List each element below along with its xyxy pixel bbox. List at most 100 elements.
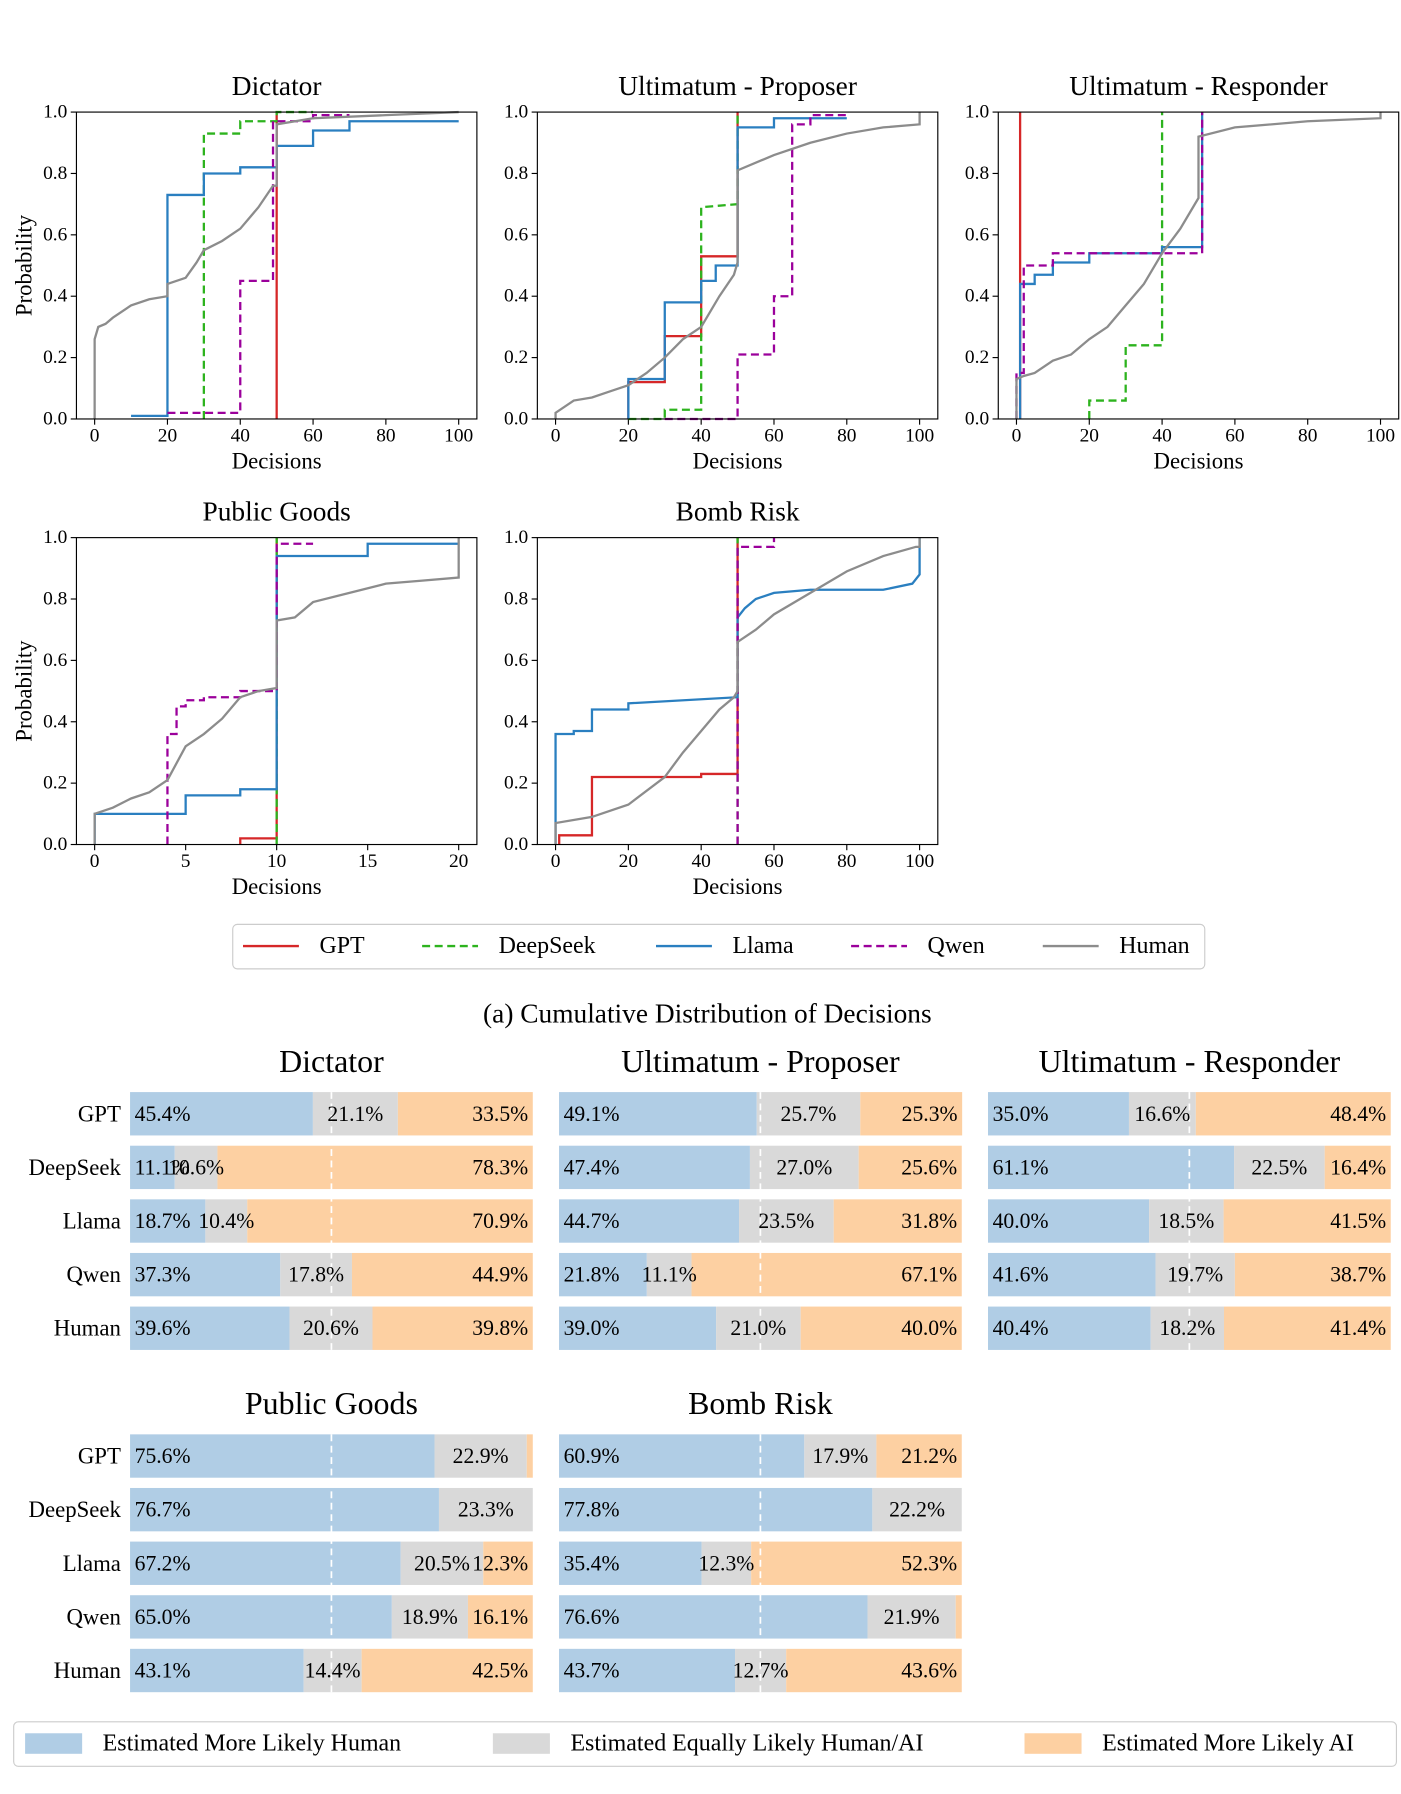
bar-segment [130, 1487, 439, 1532]
value-label: 17.9% [812, 1444, 868, 1468]
plot-frame [75, 537, 478, 846]
value-label: 20.5% [414, 1551, 470, 1575]
y-tick-label: 1.0 [43, 102, 67, 123]
value-label: 76.7% [135, 1498, 191, 1522]
value-label: 16.1% [472, 1605, 528, 1629]
value-label: 61.1% [993, 1155, 1049, 1179]
category-label: GPT [78, 1444, 121, 1469]
value-label: 41.4% [1330, 1316, 1386, 1340]
legend-box [232, 923, 1206, 970]
bar-segment [130, 1306, 290, 1350]
x-tick-label: 60 [303, 426, 322, 447]
legend-patch [492, 1733, 550, 1754]
y-tick-label: 0.0 [504, 408, 528, 429]
bar-segment [559, 1648, 736, 1693]
y-tick-label: 1.0 [43, 527, 67, 548]
value-label: 44.7% [564, 1209, 620, 1233]
bar-segment [559, 1541, 702, 1585]
value-label: 60.9% [564, 1444, 620, 1468]
cdf-line [202, 110, 314, 419]
value-label: 22.2% [889, 1498, 945, 1522]
category-label: Human [54, 1658, 122, 1683]
x-tick-label: 10 [267, 851, 286, 872]
category-label: DeepSeek [29, 1155, 122, 1180]
value-label: 47.4% [564, 1155, 620, 1179]
y-tick-label: 0.4 [965, 286, 990, 307]
value-label: 21.8% [564, 1263, 620, 1287]
x-tick-label: 60 [764, 851, 783, 872]
bar-segment [391, 1595, 468, 1639]
x-tick-label: 0 [1012, 426, 1022, 447]
y-tick-label: 1.0 [504, 102, 528, 123]
value-label: 41.5% [1330, 1209, 1386, 1233]
legend-label: Estimated More Likely AI [1102, 1731, 1354, 1757]
bar-segment [988, 1252, 1156, 1297]
cdf-line [1088, 112, 1164, 419]
x-tick-label: 5 [181, 851, 191, 872]
value-label: 12.3% [472, 1551, 528, 1575]
category-label: Llama [63, 1209, 121, 1234]
value-label: 27.0% [776, 1155, 832, 1179]
y-axis-label: Probability [11, 640, 36, 742]
chart-title: Ultimatum - Proposer [621, 1044, 900, 1079]
chart-title: Ultimatum - Responder [1039, 1044, 1341, 1079]
value-label: 20.6% [303, 1316, 359, 1340]
bar-segment [130, 1648, 304, 1693]
y-tick-label: 0.4 [43, 711, 68, 732]
value-label: 35.4% [564, 1551, 620, 1575]
bar-segment [559, 1092, 757, 1136]
bar-segment [701, 1541, 752, 1585]
chart-title: Bomb Risk [688, 1386, 833, 1421]
bar-segment [130, 1252, 281, 1297]
bar-segment [174, 1145, 218, 1190]
value-label: 11.1% [135, 1155, 190, 1179]
y-tick-label: 0.0 [504, 834, 528, 855]
chart-title: Bomb Risk [676, 496, 800, 526]
value-label: 18.5% [1158, 1209, 1214, 1233]
bar-segment [646, 1252, 692, 1297]
bar-segment [559, 1487, 873, 1532]
bar-segment [467, 1595, 533, 1639]
bar-segment [303, 1648, 362, 1693]
bar-segment [860, 1092, 963, 1136]
y-tick-label: 0.2 [43, 773, 67, 794]
x-tick-label: 80 [1298, 426, 1317, 447]
legend-label: Human [1119, 933, 1189, 959]
cdf-line [166, 542, 314, 845]
bar-segment [756, 1092, 861, 1136]
value-label: 18.7% [135, 1209, 191, 1233]
cdf-line [736, 537, 776, 845]
value-label: 43.7% [564, 1659, 620, 1683]
bar-segment [1223, 1199, 1391, 1243]
value-label: 40.0% [993, 1209, 1049, 1233]
x-tick-label: 40 [691, 426, 710, 447]
bar-segment [434, 1434, 527, 1478]
y-axis-label: Probability [11, 214, 36, 316]
x-tick-label: 100 [905, 851, 934, 872]
value-label: 39.0% [564, 1316, 620, 1340]
value-label: 37.3% [135, 1263, 191, 1287]
bar-segment [438, 1487, 533, 1532]
bar-segment [1324, 1145, 1391, 1190]
value-label: 42.5% [472, 1659, 528, 1683]
bar-segment [988, 1199, 1150, 1243]
bar-segment [559, 1145, 750, 1190]
value-label: 33.5% [472, 1102, 528, 1126]
bar-segment [372, 1306, 533, 1350]
y-tick-label: 0.4 [504, 286, 529, 307]
chart-title: Ultimatum - Responder [1069, 71, 1328, 101]
cdf-line [131, 120, 459, 418]
value-label: 18.2% [1159, 1316, 1215, 1340]
y-tick-label: 0.2 [504, 347, 528, 368]
legend-patch [25, 1733, 83, 1754]
value-label: 67.2% [135, 1551, 191, 1575]
bar-segment [858, 1145, 962, 1190]
legend-box [13, 1721, 1398, 1767]
bar-segment [833, 1199, 962, 1243]
bar-segment [1149, 1199, 1224, 1243]
x-tick-label: 20 [1080, 426, 1099, 447]
cdf-line [627, 117, 847, 419]
bar-segment [247, 1199, 533, 1243]
bar-segment [217, 1145, 533, 1190]
value-label: 65.0% [135, 1605, 191, 1629]
